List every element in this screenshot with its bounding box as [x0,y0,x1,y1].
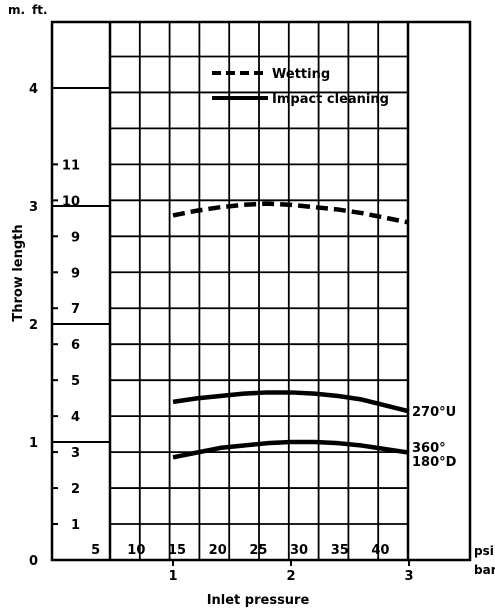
meter-tick-label: 1 [29,436,38,451]
x-unit-psi: psi [474,544,494,558]
y-unit-meters: m. [8,3,25,17]
psi-tick-label: 30 [290,543,308,558]
axis-ticks: 0 1 2 3 4 1 2 3 4 5 6 7 9 9 10 11 5 10 15 20 25 30 35 40 1 2 3 [29,82,414,584]
psi-tick-label: 15 [168,543,186,558]
legend-impact-label: Impact cleaning [272,92,389,107]
series-label-270u: 270°U [412,405,456,420]
feet-tick-label: 9 [71,230,80,245]
legend: Wetting Impact cleaning [212,67,389,107]
series-line-1 [172,390,410,414]
x-axis-label: Inlet pressure [207,593,310,608]
feet-tick-label: 6 [71,338,80,353]
feet-tick-label: 3 [71,446,80,461]
x-unit-bar: bar [474,563,495,577]
chart-frame [50,20,472,562]
meter-tick-label: 0 [29,554,38,569]
feet-tick-label: 5 [71,374,80,389]
legend-wetting-label: Wetting [272,67,330,82]
psi-tick-label: 5 [91,543,100,558]
y-axis-label: Throw length [11,224,26,321]
meter-tick-label: 3 [29,200,38,215]
y-unit-feet: ft. [32,3,48,17]
plot-frame [50,20,472,562]
chart-series [172,201,410,460]
bar-tick-label: 3 [404,569,413,584]
psi-tick-label: 10 [127,543,145,558]
bar-tick-label: 1 [168,569,177,584]
meter-tick-label: 4 [29,82,38,97]
psi-tick-label: 40 [371,543,389,558]
meter-tick-label: 2 [29,318,38,333]
feet-tick-label: 10 [62,194,80,209]
psi-tick-label: 35 [331,543,349,558]
chart-grid [110,22,408,560]
feet-tick-label: 2 [71,482,80,497]
psi-tick-label: 20 [209,543,227,558]
series-line-0 [172,201,410,225]
bar-tick-label: 2 [286,569,295,584]
feet-tick-label: 11 [62,158,80,173]
psi-tick-label: 25 [249,543,267,558]
feet-tick-label: 7 [71,302,80,317]
series-label-180d: 180°D [412,455,457,470]
series-line-2 [172,439,410,460]
feet-tick-label: 9 [71,266,80,281]
series-label-360: 360° [412,441,446,456]
feet-tick-label: 1 [71,518,80,533]
feet-tick-label: 4 [71,410,80,425]
